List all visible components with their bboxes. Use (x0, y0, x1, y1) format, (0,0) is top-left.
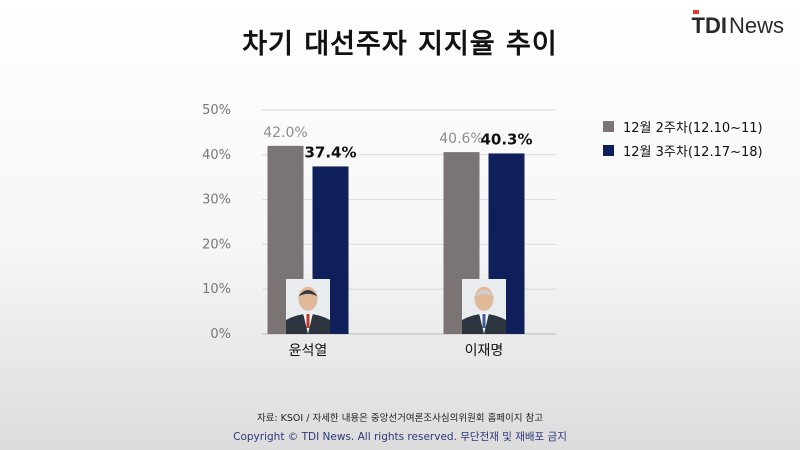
data-label: 40.3% (480, 130, 532, 148)
x-axis-labels: 윤석열 이재명 (289, 343, 504, 359)
legend-label: 12월 3주차(12.17~18) (623, 144, 763, 160)
legend-swatch (603, 144, 614, 156)
y-tick-label: 50% (202, 103, 231, 118)
legend-swatch (603, 120, 614, 132)
y-tick-label: 0% (210, 327, 231, 342)
photo-hair (298, 290, 318, 297)
legend-item-week3: 12월 3주차(12.17~18) (603, 142, 763, 160)
logo-news: News (728, 13, 784, 38)
y-tick-label: 20% (202, 237, 231, 252)
candidate-photo (462, 279, 506, 334)
data-label: 37.4% (304, 143, 356, 161)
x-tick-label: 윤석열 (289, 343, 328, 359)
photo-tie (306, 314, 310, 328)
y-axis-ticks: 0% 10% 20% 30% 40% 50% (202, 103, 231, 342)
logo-tdi: TDI (691, 10, 727, 38)
y-tick-label: 10% (202, 282, 231, 297)
page-title: 차기 대선주자 지지율 추이 (242, 29, 558, 60)
legend: 12월 2주차(12.10~11) 12월 3주차(12.17~18) (603, 118, 763, 166)
photo-tie (482, 314, 486, 328)
legend-label: 12월 2주차(12.10~11) (623, 120, 763, 136)
candidate-photos (286, 279, 506, 334)
candidate-photo (286, 279, 330, 334)
brand-logo: TDI News (691, 10, 784, 39)
x-tick-label: 이재명 (465, 343, 504, 359)
legend-item-week2: 12월 2주차(12.10~11) (603, 118, 763, 136)
y-tick-label: 30% (202, 193, 231, 208)
data-labels: 42.0% 37.4% 40.6%40.3% (263, 125, 532, 162)
data-label: 40.6% (439, 131, 483, 147)
y-tick-label: 40% (202, 148, 231, 163)
source-note: 자료: KSOI / 자세한 내용은 중앙선거여론조사심의위원회 홈페이지 참고 (256, 413, 544, 424)
photo-hair (474, 290, 494, 297)
copyright-note: Copyright © TDI News. All rights reserve… (233, 431, 567, 443)
data-label: 42.0% (263, 125, 307, 141)
